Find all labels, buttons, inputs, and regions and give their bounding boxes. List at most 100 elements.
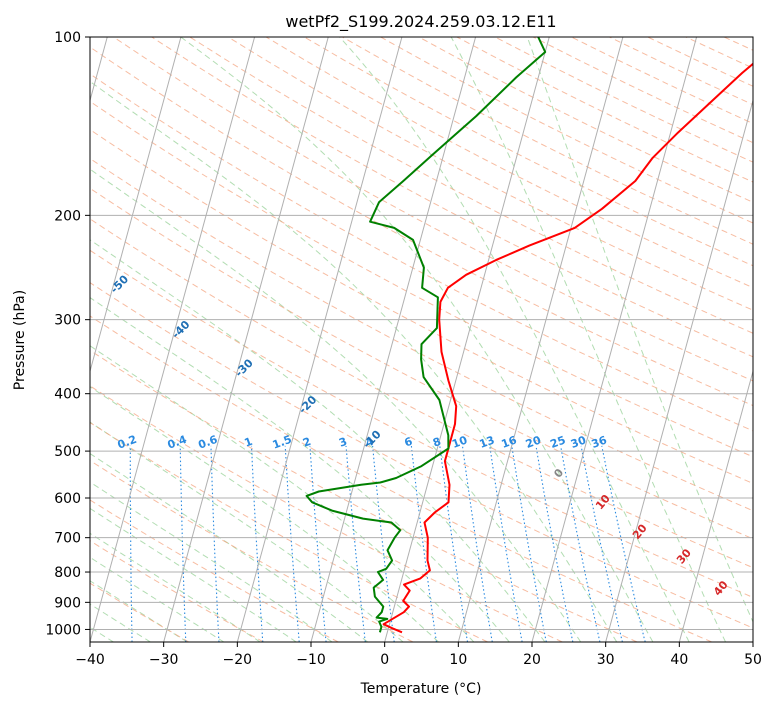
isotherm-line xyxy=(90,37,182,374)
mixing-ratio-label: 13 xyxy=(478,433,497,450)
y-tick-label: 1000 xyxy=(45,622,81,638)
mixing-ratio-line xyxy=(511,445,547,642)
dry-adiabat-line xyxy=(90,187,753,540)
plot-frame xyxy=(89,36,754,643)
dry-adiabat-line xyxy=(90,385,563,642)
mixing-ratio-label: 16 xyxy=(500,433,519,451)
y-tick-label: 900 xyxy=(54,595,81,611)
y-tick-label: 800 xyxy=(54,565,81,581)
isotherm-line xyxy=(236,37,403,642)
mixing-ratio-label: 0.2 xyxy=(116,433,139,452)
y-tick-label: 600 xyxy=(54,491,81,507)
dry-adiabat-line xyxy=(90,282,753,629)
mixing-ratio-line xyxy=(210,445,220,642)
x-tick-label: 20 xyxy=(523,652,541,668)
dry-adiabat-line xyxy=(90,100,753,458)
y-axis: 100 200 300 400 500 600 700 800 900 1000 xyxy=(45,30,90,638)
temperature-profile-line xyxy=(382,62,753,634)
moist-adiabat-line xyxy=(90,345,475,642)
mixing-ratio-label: 1 xyxy=(243,435,255,450)
x-tick-label: 10 xyxy=(449,652,467,668)
mixing-ratio-label: 10 xyxy=(450,433,469,451)
dry-adiabat-line xyxy=(189,37,753,334)
skewed-isotherms xyxy=(90,37,753,642)
mixing-ratio-line xyxy=(129,445,133,642)
mixing-ratio-label: 0.6 xyxy=(196,433,219,452)
dewpoint-profile-line xyxy=(305,37,547,633)
mixing-ratio-label: 8 xyxy=(431,435,443,450)
moist-adiabat-line xyxy=(90,297,510,642)
mixing-ratio-label: 2 xyxy=(301,435,313,450)
dry-adiabat-line xyxy=(90,349,638,642)
dry-adiabat-line xyxy=(265,37,753,289)
isotherm-line xyxy=(90,37,256,642)
isotherm-line xyxy=(605,98,753,642)
y-tick-label: 200 xyxy=(54,208,81,224)
mixing-ratio-label: 1.5 xyxy=(271,433,294,452)
mixing-ratio-line xyxy=(439,445,469,642)
dry-adiabat-line xyxy=(90,540,264,642)
dry-adiabats xyxy=(90,37,753,642)
dry-adiabat-line xyxy=(90,422,488,642)
mixing-ratio-label: 0.4 xyxy=(166,433,189,452)
y-tick-label: 300 xyxy=(54,313,81,329)
mixing-ratio-label: 3 xyxy=(337,435,349,450)
y-axis-label: Pressure (hPa) xyxy=(12,290,28,390)
x-tick-label: 40 xyxy=(670,652,688,668)
chart-title: wetPf2_S199.2024.259.03.12.E11 xyxy=(285,12,556,32)
moist-adiabat-line xyxy=(90,481,333,642)
y-tick-label: 100 xyxy=(54,30,81,46)
mixing-ratio-label: 30 xyxy=(569,433,588,451)
mixing-ratio-line xyxy=(410,445,437,642)
isobars xyxy=(90,37,753,630)
moist-adiabats xyxy=(90,37,753,642)
mixing-ratio-line xyxy=(580,445,623,642)
moist-adiabat-line xyxy=(180,37,654,642)
mixing-ratio-line xyxy=(601,445,646,642)
moist-adiabat-line xyxy=(90,239,546,642)
mixing-ratio-label: 25 xyxy=(549,433,568,450)
x-tick-label: 0 xyxy=(380,652,389,668)
isotherm-line xyxy=(457,37,624,642)
x-tick-label: −10 xyxy=(296,652,326,668)
mixing-ratio-line xyxy=(284,445,300,642)
mixing-ratio-label: 6 xyxy=(403,435,415,450)
mixing-ratio-label: 4 xyxy=(364,435,376,450)
plot-area: 0.10.20.40.611.52346810131620253036-100-… xyxy=(90,37,753,642)
dry-adiabat-line xyxy=(90,582,190,642)
isotherm-line xyxy=(531,37,698,642)
mixing-ratio-line xyxy=(560,445,601,642)
y-tick-label: 700 xyxy=(54,531,81,547)
mixing-ratio-label: 20 xyxy=(524,433,543,451)
dry-adiabat-line xyxy=(151,37,753,358)
isotherm-line xyxy=(310,37,477,642)
dry-adiabat-line xyxy=(90,73,753,432)
mixing-ratio-line xyxy=(489,445,523,642)
isotherm-line xyxy=(163,37,329,642)
y-tick-label: 500 xyxy=(54,444,81,460)
x-axis: −40 −30 −20 −10 0 10 20 30 40 50 xyxy=(75,642,762,668)
sounding-profiles xyxy=(305,37,753,634)
x-tick-label: −20 xyxy=(223,652,253,668)
mixing-ratio-line xyxy=(345,445,366,642)
isotherm-line xyxy=(678,369,753,642)
mixing-ratio-line xyxy=(250,445,264,642)
dry-adiabat-line xyxy=(90,249,753,598)
moist-adiabat-line xyxy=(90,386,439,642)
x-tick-label: 50 xyxy=(744,652,762,668)
mixing-ratio-line xyxy=(179,445,187,642)
x-axis-label: Temperature (°C) xyxy=(360,681,482,697)
x-tick-label: 30 xyxy=(597,652,615,668)
moist-adiabat-line xyxy=(90,421,404,642)
mixing-ratio-line xyxy=(535,445,574,642)
y-tick-label: 400 xyxy=(54,387,81,403)
moist-adiabat-line xyxy=(90,453,369,642)
x-tick-label: −30 xyxy=(149,652,179,668)
mixing-ratio-label: 36 xyxy=(590,433,609,451)
x-tick-label: −40 xyxy=(75,652,105,668)
moist-adiabat-line xyxy=(450,37,727,642)
mixing-ratio-line xyxy=(461,445,493,642)
isotherm-line xyxy=(384,37,550,642)
